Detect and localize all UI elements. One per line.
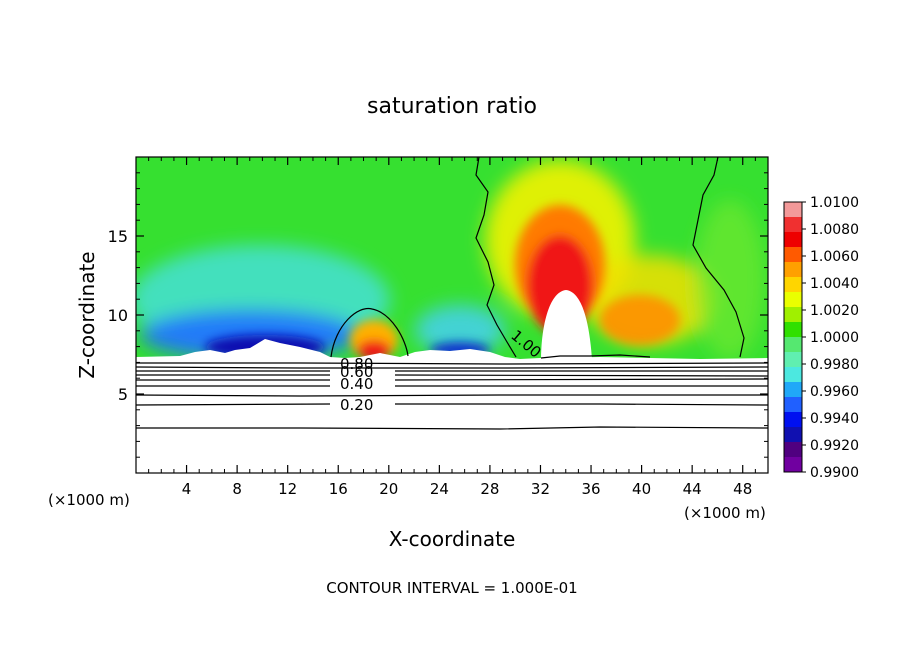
colorbar-swatch xyxy=(784,352,802,368)
colorbar-swatch xyxy=(784,277,802,293)
y-tick-label: 5 xyxy=(118,385,128,404)
colorbar-tick-label: 1.0040 xyxy=(810,276,859,292)
contour-label: 0.20 xyxy=(340,396,373,414)
x-axis: 4 8 12 16 20 24 28 32 36 40 44 48 xyxy=(148,157,756,498)
contour-plateau xyxy=(540,354,651,359)
contour-labels: 1.000.800.600.400.20 xyxy=(340,326,545,414)
colorbar-swatch xyxy=(784,457,802,473)
x-unit-label-right: (×1000 m) xyxy=(684,504,766,522)
colorbar-swatch xyxy=(784,217,802,233)
colorbar-swatch xyxy=(784,307,802,323)
contour-level-2 xyxy=(135,366,769,369)
y-axis-title: Z-coordinate xyxy=(75,251,99,378)
colorbar-tick-label: 1.0000 xyxy=(810,330,859,346)
colorbar-swatch xyxy=(784,337,802,353)
y-tick-label: 10 xyxy=(108,306,128,325)
x-tick-label: 8 xyxy=(232,480,242,498)
x-tick-label: 28 xyxy=(480,480,499,498)
x-tick-label: 16 xyxy=(329,480,348,498)
x-tick-label: 4 xyxy=(182,480,192,498)
contour-lines xyxy=(135,156,769,430)
colorbar-swatch xyxy=(784,292,802,308)
colorbar-tick-label: 0.9940 xyxy=(810,411,859,427)
colorbar-tick-label: 1.0100 xyxy=(810,195,859,211)
colorbar-tick-label: 1.0060 xyxy=(810,249,859,265)
x-axis-title: X-coordinate xyxy=(389,527,516,551)
contour-dome xyxy=(330,307,409,358)
colorbar-swatch xyxy=(784,247,802,263)
colorbar-tick-label: 0.9960 xyxy=(810,384,859,400)
contour-right-boundary xyxy=(692,156,745,358)
colorbar-swatch xyxy=(784,262,802,278)
contour-level-9 xyxy=(136,426,769,430)
contour-level-8 xyxy=(135,403,769,406)
x-tick-label: 20 xyxy=(379,480,398,498)
colorbar-tick-label: 0.9980 xyxy=(810,357,859,373)
contour-label: 0.40 xyxy=(340,375,373,393)
colorbar-swatch xyxy=(784,442,802,458)
colorbar-swatch xyxy=(784,427,802,443)
y-axis: 5 10 15 xyxy=(108,172,768,458)
y-tick-label: 15 xyxy=(108,227,128,246)
colorbar-swatch xyxy=(784,202,802,218)
contour-label: 0.60 xyxy=(340,363,373,381)
colorbar-swatch xyxy=(784,412,802,428)
colorbar-swatch xyxy=(784,322,802,338)
contour-interval-footer: CONTOUR INTERVAL = 1.000E-01 xyxy=(326,579,577,597)
colorbar-swatch xyxy=(784,397,802,413)
colorbar-tick-label: 0.9900 xyxy=(810,465,859,481)
region-orange-tail xyxy=(600,295,680,345)
colorbar-swatch xyxy=(784,367,802,383)
region-green-right xyxy=(695,200,765,360)
contour-level-1 xyxy=(136,362,769,365)
chart-title: saturation ratio xyxy=(367,94,537,119)
x-tick-label: 12 xyxy=(278,480,297,498)
contour-label: 0.80 xyxy=(340,355,373,373)
x-tick-label: 24 xyxy=(430,480,449,498)
colorbar-tick-label: 0.9920 xyxy=(810,438,859,454)
ground-mask xyxy=(136,339,768,473)
colorbar-tick-label: 1.0020 xyxy=(810,303,859,319)
x-tick-label: 44 xyxy=(683,480,702,498)
x-tick-label: 36 xyxy=(581,480,600,498)
x-unit-label-left: (×1000 m) xyxy=(48,491,130,509)
colorbar: 1.0100 1.0080 1.0060 1.0040 1.0020 1.0000 0.99… xyxy=(783,195,859,481)
saturation-field xyxy=(136,157,768,473)
contour-level-4 xyxy=(136,374,769,377)
contour-level-5 xyxy=(136,378,769,381)
x-tick-label: 32 xyxy=(531,480,550,498)
region-white-plume-core xyxy=(541,290,592,360)
x-tick-label: 40 xyxy=(632,480,651,498)
colorbar-swatch xyxy=(784,382,802,398)
contour-level-7 xyxy=(135,394,768,397)
colorbar-tick-label: 1.0080 xyxy=(810,222,859,238)
x-tick-label: 48 xyxy=(733,480,752,498)
region-cyan-mid xyxy=(415,305,505,355)
contour-left-boundary xyxy=(475,156,517,358)
colorbar-swatch xyxy=(784,232,802,248)
